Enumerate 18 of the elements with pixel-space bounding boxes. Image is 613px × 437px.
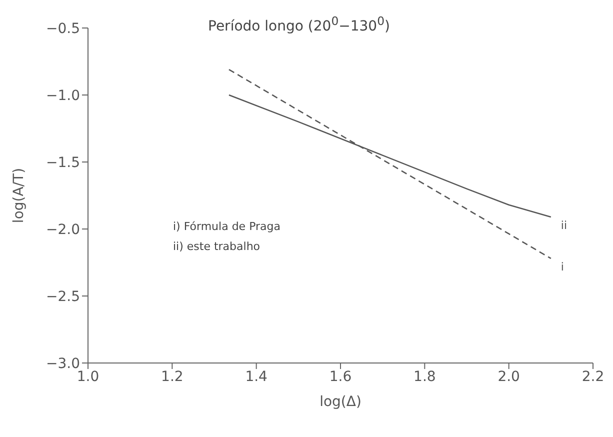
x-tick-label: 1.6 — [329, 368, 352, 385]
annotation: ii) este trabalho — [173, 240, 260, 253]
x-axis-title: log(Δ) — [320, 394, 362, 410]
series-label: i — [560, 260, 564, 274]
y-tick-label: −0.5 — [46, 20, 80, 37]
chart-title: Período longo (20$^{0}$−130$^{0}$) — [208, 14, 390, 35]
y-tick-label: −2.5 — [46, 288, 80, 305]
y-axis-title: log(A/T) — [10, 168, 27, 224]
x-tick-label: 1.4 — [245, 368, 268, 385]
x-tick-label: 2.2 — [582, 368, 604, 385]
y-tick-label: −1.0 — [46, 88, 80, 104]
x-tick-label: 1.8 — [414, 368, 436, 385]
series-label: ii — [560, 218, 568, 232]
x-tick-label: 1.2 — [161, 368, 184, 385]
x-tick-label: 2.0 — [498, 368, 520, 385]
annotation: i) Fórmula de Praga — [173, 220, 280, 233]
y-tick-label: −1.5 — [46, 154, 80, 171]
y-tick-label: −2.0 — [46, 222, 80, 238]
